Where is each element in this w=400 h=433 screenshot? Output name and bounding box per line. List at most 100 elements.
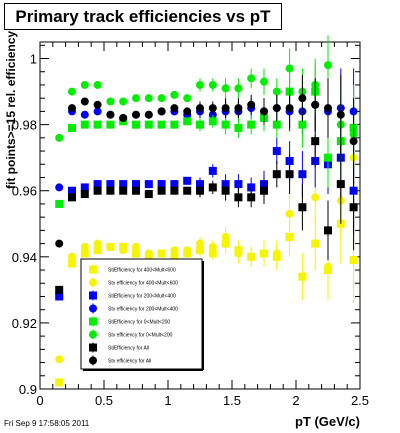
legend-marker-circle xyxy=(89,278,97,287)
data-point-square xyxy=(170,120,179,129)
data-point-circle xyxy=(260,249,268,258)
data-point-square xyxy=(119,180,128,189)
data-point-circle xyxy=(80,110,89,119)
legend: StiEfficiency for 400<Mult<600 Stv effici… xyxy=(80,258,204,371)
y-tick-label: 1 xyxy=(30,52,37,67)
data-point-square xyxy=(80,183,89,192)
data-points xyxy=(55,35,358,387)
data-point-square xyxy=(196,186,204,195)
data-point-square xyxy=(157,180,166,189)
data-point-square xyxy=(55,199,64,208)
data-point-square xyxy=(196,120,204,129)
x-tick-label: 0.5 xyxy=(95,393,113,408)
data-point-circle xyxy=(132,242,140,251)
data-point-square xyxy=(208,166,217,175)
data-point-circle xyxy=(196,104,204,113)
y-tick-label: 0.98 xyxy=(12,118,37,133)
data-point-circle xyxy=(260,77,268,86)
data-point-square xyxy=(132,120,140,129)
data-point-circle xyxy=(260,107,268,116)
x-tick-label: 2 xyxy=(292,393,299,408)
legend-marker-circle xyxy=(89,356,97,365)
data-point-circle xyxy=(157,249,166,258)
data-point-square xyxy=(55,285,64,294)
data-point-square xyxy=(272,147,281,156)
x-axis-label: pT (GeV/c) xyxy=(294,414,360,429)
data-point-square xyxy=(132,180,140,189)
data-point-circle xyxy=(247,252,256,261)
data-point-square xyxy=(68,186,76,195)
data-point-circle xyxy=(80,242,89,251)
data-point-circle xyxy=(285,64,294,73)
data-point-square xyxy=(260,186,268,195)
data-point-square xyxy=(298,170,307,179)
data-point-square xyxy=(311,137,320,146)
data-point-circle xyxy=(80,80,89,89)
legend-entry-label: Stv efficiency for 400<Mult<600 xyxy=(108,281,178,287)
data-point-square xyxy=(93,120,102,129)
y-axis-label: fit points>=15 rel. efficiency xyxy=(4,30,18,189)
data-point-circle xyxy=(324,262,332,271)
data-point-circle xyxy=(349,137,358,146)
data-point-square xyxy=(93,180,102,189)
title-box xyxy=(4,3,282,30)
data-point-circle xyxy=(247,100,256,109)
data-point-circle xyxy=(247,74,256,83)
data-point-square xyxy=(144,180,153,189)
data-point-square xyxy=(132,249,140,258)
data-point-square xyxy=(80,249,89,258)
data-point-square xyxy=(221,186,230,195)
data-point-square xyxy=(324,226,332,235)
data-point-circle xyxy=(234,249,243,258)
data-point-circle xyxy=(93,239,102,248)
data-point-square xyxy=(208,117,217,126)
x-tick-label: 1.5 xyxy=(223,393,241,408)
y-tick-label: 0.9 xyxy=(19,382,37,397)
data-point-square xyxy=(68,193,76,202)
data-point-square xyxy=(170,180,179,189)
data-point-circle xyxy=(298,94,307,103)
data-point-circle xyxy=(106,97,115,106)
data-point-square xyxy=(55,292,64,301)
data-point-square xyxy=(132,186,140,195)
legend-entry-label: StiEfficiency for 200<Mult<400 xyxy=(108,294,176,300)
data-point-square xyxy=(157,186,166,195)
data-point-square xyxy=(272,120,281,129)
data-point-circle xyxy=(170,246,179,255)
data-point-circle xyxy=(132,94,140,103)
data-point-circle xyxy=(55,239,64,248)
data-point-square xyxy=(349,203,358,212)
data-point-square xyxy=(170,186,179,195)
data-point-square xyxy=(80,190,89,199)
data-point-circle xyxy=(234,84,243,93)
data-point-circle xyxy=(324,61,332,70)
data-point-square xyxy=(119,186,128,195)
legend-marker-square xyxy=(89,343,97,352)
data-point-circle xyxy=(157,94,166,103)
data-point-circle xyxy=(221,232,230,241)
data-point-circle xyxy=(183,94,192,103)
y-axis: 0.9 0.92 0.94 0.96 0.98 1 xyxy=(12,44,360,397)
data-point-square xyxy=(68,123,76,132)
data-point-circle xyxy=(132,110,140,119)
data-point-circle xyxy=(68,104,76,113)
data-point-square xyxy=(247,120,256,129)
data-point-circle xyxy=(93,100,102,109)
legend-entry-label: StiEfficiency for 400<Mult<600 xyxy=(108,268,176,274)
legend-marker-square xyxy=(89,265,97,274)
data-point-square xyxy=(144,190,153,199)
data-point-circle xyxy=(183,107,192,116)
data-point-circle xyxy=(144,249,153,258)
x-tick-label: 1 xyxy=(164,393,171,408)
data-point-square xyxy=(208,183,217,192)
data-point-square xyxy=(234,193,243,202)
data-point-circle xyxy=(55,183,64,192)
data-point-square xyxy=(157,120,166,129)
x-tick-label: 2.5 xyxy=(351,393,369,408)
timestamp-footer: Fri Sep 9 17:58:05 2011 xyxy=(4,419,90,428)
data-point-square xyxy=(80,120,89,129)
y-tick-label: 0.92 xyxy=(12,316,37,331)
data-point-square xyxy=(247,193,256,202)
data-point-square xyxy=(285,232,294,241)
